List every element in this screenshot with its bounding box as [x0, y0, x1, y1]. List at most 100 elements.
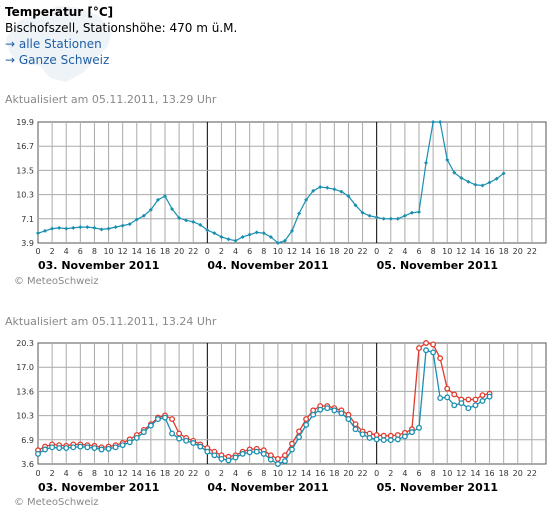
data-point-blue — [394, 436, 401, 443]
data-point-blue — [126, 439, 133, 446]
data-point-blue — [402, 213, 407, 218]
y-tick-label: 13.6 — [16, 387, 34, 396]
x-tick-label: 4 — [64, 247, 69, 256]
data-point-blue — [479, 398, 486, 404]
data-point-blue — [388, 216, 393, 221]
x-tick-label: 20 — [343, 247, 353, 256]
all-stations-link[interactable]: → alle Stationen — [5, 37, 102, 51]
x-tick-label: 8 — [261, 247, 266, 256]
data-point-blue — [190, 440, 197, 446]
data-point-blue — [239, 450, 246, 457]
data-point-blue — [282, 238, 287, 243]
chart-title: Temperatur [°C] — [5, 5, 114, 19]
data-point-blue — [353, 203, 358, 208]
data-point-blue — [155, 197, 160, 202]
data-point-blue — [401, 433, 408, 440]
data-point-blue — [120, 223, 125, 228]
x-tick-label: 2 — [50, 469, 55, 478]
data-point-blue — [246, 449, 253, 456]
data-point-blue — [84, 444, 91, 451]
credit-2: © MeteoSchweiz — [14, 497, 99, 508]
station-header: Temperatur [°C] Bischofszell, Stationshö… — [5, 4, 237, 68]
data-point-blue — [170, 206, 175, 211]
data-point-blue — [290, 228, 294, 233]
updated-text-2: Aktualisiert am 05.11.2011, 13.24 Uhr — [5, 315, 217, 328]
data-point-blue — [451, 402, 458, 409]
x-tick-label: 10 — [442, 469, 452, 478]
x-tick-label: 12 — [118, 247, 128, 256]
data-point-blue — [78, 225, 83, 230]
data-point-blue — [105, 445, 112, 452]
x-tick-label: 6 — [78, 469, 83, 478]
data-point-blue — [253, 448, 260, 455]
x-tick-label: 20 — [513, 469, 523, 478]
data-point-blue — [140, 429, 147, 436]
x-tick-label: 8 — [92, 469, 97, 478]
x-tick-label: 16 — [484, 247, 494, 256]
x-tick-label: 22 — [357, 469, 367, 478]
data-point-blue — [486, 393, 493, 400]
x-tick-label: 0 — [205, 469, 210, 478]
data-point-blue — [324, 405, 331, 412]
x-tick-label: 0 — [35, 247, 40, 256]
x-tick-label: 4 — [402, 247, 407, 256]
day-label: 05. November 2011 — [377, 481, 498, 494]
data-point-blue — [176, 435, 183, 442]
x-tick-label: 20 — [343, 469, 353, 478]
data-point-blue — [317, 406, 324, 413]
data-point-blue — [296, 434, 303, 441]
data-point-blue — [367, 213, 372, 218]
data-point-blue — [92, 225, 97, 230]
x-tick-label: 0 — [35, 469, 40, 478]
x-tick-label: 0 — [374, 469, 379, 478]
x-tick-label: 2 — [388, 469, 393, 478]
data-point-blue — [465, 405, 472, 412]
y-tick-label: 7.1 — [21, 215, 34, 224]
data-point-blue — [247, 232, 252, 237]
data-point-blue — [147, 422, 154, 429]
y-tick-label: 6.9 — [21, 436, 34, 445]
data-point-blue — [311, 188, 316, 193]
data-point-blue — [56, 445, 63, 452]
data-point-red — [303, 416, 310, 423]
data-point-blue — [346, 194, 351, 199]
day-label: 03. November 2011 — [38, 481, 159, 494]
x-tick-label: 2 — [219, 469, 224, 478]
x-tick-label: 12 — [118, 469, 128, 478]
y-tick-label: 3.9 — [21, 239, 34, 248]
data-point-blue — [459, 175, 464, 180]
whole-switzerland-link[interactable]: → Ganze Schweiz — [5, 53, 110, 67]
data-point-red — [423, 340, 430, 346]
data-point-blue — [36, 231, 40, 236]
data-point-blue — [106, 226, 111, 231]
data-point-blue — [494, 176, 499, 181]
data-point-blue — [119, 442, 126, 449]
data-point-blue — [57, 225, 62, 230]
data-point-blue — [274, 461, 281, 467]
data-point-blue — [254, 230, 259, 235]
data-point-blue — [438, 120, 443, 124]
data-point-red — [437, 355, 444, 362]
data-point-blue — [281, 458, 288, 465]
data-point-blue — [366, 434, 373, 441]
x-tick-label: 12 — [456, 469, 466, 478]
data-point-red — [451, 391, 458, 398]
data-point-blue — [310, 411, 317, 418]
data-point-blue — [297, 211, 302, 216]
temperature-chart-1: 19.916.713.510.37.13.90 2 4 6 8 10 12 14 16 18 20 2… — [16, 118, 547, 272]
x-tick-label: 6 — [78, 247, 83, 256]
x-tick-label: 16 — [146, 247, 156, 256]
y-tick-label: 17.0 — [16, 363, 34, 372]
data-point-red — [296, 428, 303, 435]
data-point-blue — [318, 185, 323, 190]
data-point-blue — [331, 407, 338, 414]
data-point-red — [289, 440, 295, 447]
data-point-blue — [338, 410, 345, 417]
x-tick-label: 22 — [527, 247, 537, 256]
data-point-red — [176, 430, 183, 437]
x-tick-label: 6 — [416, 469, 421, 478]
data-point-blue — [35, 450, 41, 457]
x-tick-label: 10 — [273, 247, 283, 256]
data-point-blue — [303, 421, 310, 428]
data-point-blue — [472, 402, 479, 409]
